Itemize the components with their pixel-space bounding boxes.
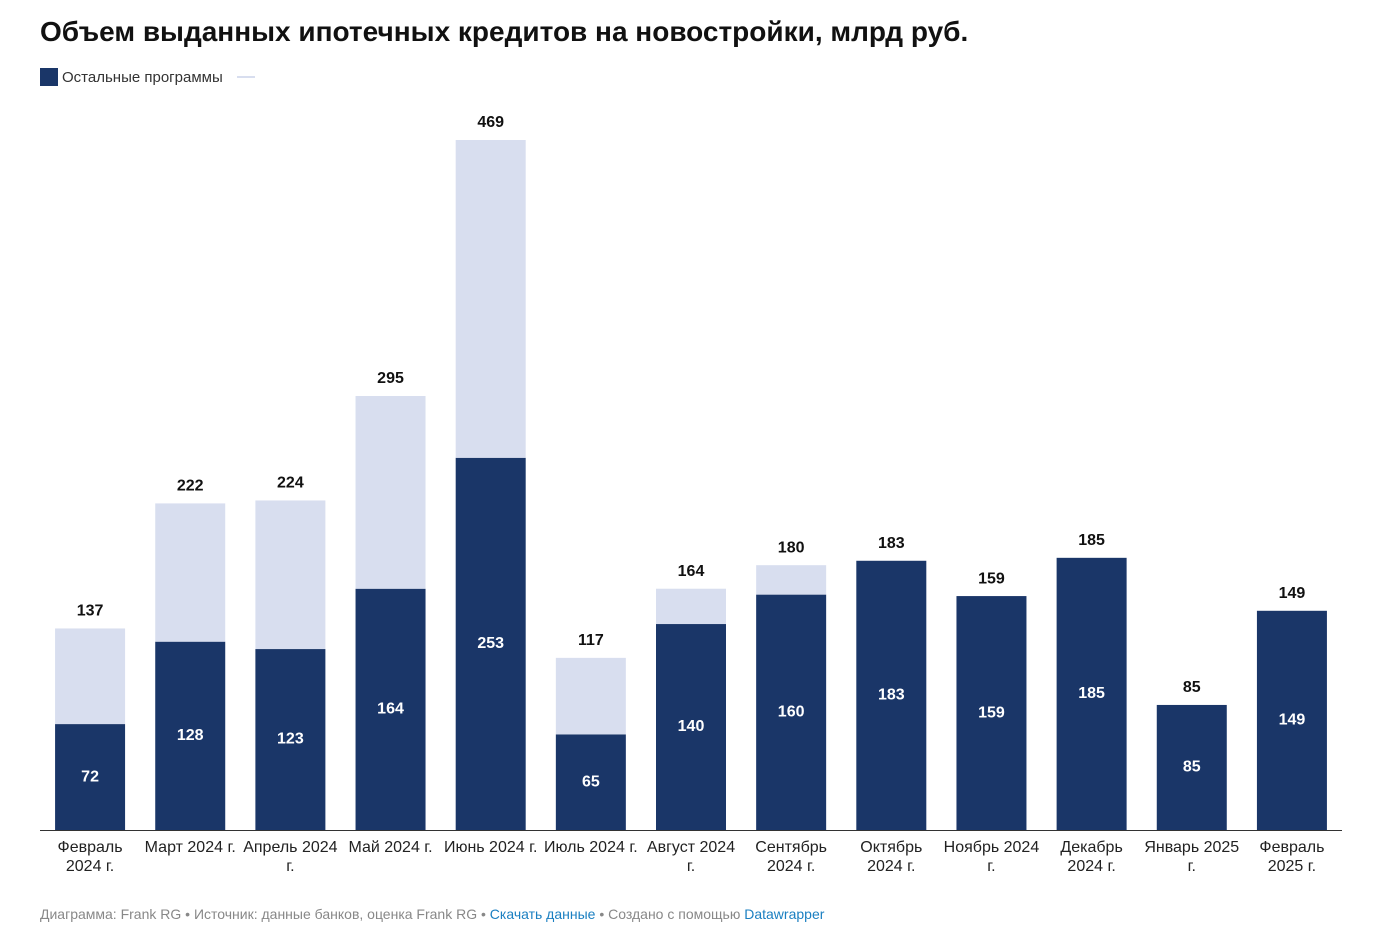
bar-segment (856, 560, 927, 830)
x-tick-label: Сентябрь 2024 г. (755, 839, 827, 875)
bar-segment (1256, 610, 1327, 830)
byline: Диаграмма: Frank RG (40, 906, 182, 922)
value-label: 128 (177, 727, 204, 744)
value-label: 253 (477, 635, 504, 652)
x-tick-label: Февраль 2025 г. (1259, 839, 1325, 875)
value-label: 123 (277, 731, 304, 748)
x-tick-label: Август 2024 г. (646, 839, 736, 875)
tool-link[interactable]: Datawrapper (744, 906, 825, 922)
value-label: 183 (878, 687, 905, 704)
x-tick-label: Апрель 2024 г. (243, 839, 338, 875)
source: Источник: данные банков, оценка Frank RG (193, 906, 478, 922)
x-tick-label: Январь 2025 г. (1144, 839, 1240, 875)
x-tick-label: Ноябрь 2024 г. (943, 839, 1040, 875)
value-label: 65 (582, 773, 600, 790)
total-label: 469 (477, 114, 504, 131)
total-label: 85 (1183, 679, 1201, 696)
value-label: 72 (81, 768, 99, 785)
created-by: Создано с помощью (608, 906, 741, 922)
value-label: 185 (1078, 685, 1105, 702)
bar-segment (455, 140, 526, 458)
value-label: 85 (1183, 759, 1201, 776)
total-label: 185 (1078, 532, 1105, 549)
total-label: 164 (678, 563, 705, 580)
bar-segment (756, 565, 827, 595)
total-label: 180 (778, 539, 805, 556)
bar-segment (756, 594, 827, 830)
bar-segment (55, 724, 126, 830)
x-tick-label: Май 2024 г. (348, 839, 433, 856)
legend: Остальные программы (40, 68, 259, 86)
bar-segment (255, 500, 326, 650)
bar-segment (956, 596, 1027, 830)
x-tick-label: Декабрь 2024 г. (1060, 839, 1123, 875)
value-label: 164 (377, 701, 404, 718)
bar-segment (1156, 704, 1227, 830)
total-label: 137 (77, 603, 104, 620)
bar-segment (555, 657, 626, 735)
x-tick-label: Март 2024 г. (144, 839, 236, 856)
x-tick-label: Февраль 2024 г. (57, 839, 123, 875)
total-label: 224 (277, 475, 304, 492)
total-label: 117 (578, 632, 604, 649)
bar-segment (455, 457, 526, 830)
x-tick-label: Июль 2024 г. (544, 839, 638, 856)
value-label: 149 (1279, 712, 1306, 729)
bar-segment (1056, 557, 1127, 830)
download-link[interactable]: Скачать данные (489, 906, 596, 922)
bar-segment (656, 588, 726, 625)
legend-label: Остальные программы (62, 68, 223, 86)
total-label: 149 (1279, 585, 1306, 602)
total-label: 159 (978, 570, 1005, 587)
value-label: 160 (778, 704, 805, 721)
chart-title: Объем выданных ипотечных кредитов на нов… (40, 16, 969, 47)
bar-segment (155, 503, 226, 642)
x-tick-label: Июнь 2024 г. (443, 839, 538, 856)
bar-segment (155, 641, 226, 830)
total-label: 183 (878, 535, 905, 552)
legend-swatch (236, 76, 255, 78)
footer: Диаграмма: Frank RG • Источник: данные б… (40, 906, 825, 922)
value-label: 159 (978, 704, 1005, 721)
bar-segment (55, 628, 126, 725)
bar-segment (355, 395, 426, 589)
bar-segment (255, 649, 326, 830)
total-label: 295 (377, 370, 404, 387)
x-tick-label: Октябрь 2024 г. (860, 839, 923, 875)
value-label: 140 (678, 718, 705, 735)
total-label: 222 (177, 478, 204, 495)
bar-segment (555, 734, 626, 830)
bar-segment (355, 588, 426, 830)
bar-segment (656, 624, 726, 830)
legend-swatch (40, 68, 58, 86)
